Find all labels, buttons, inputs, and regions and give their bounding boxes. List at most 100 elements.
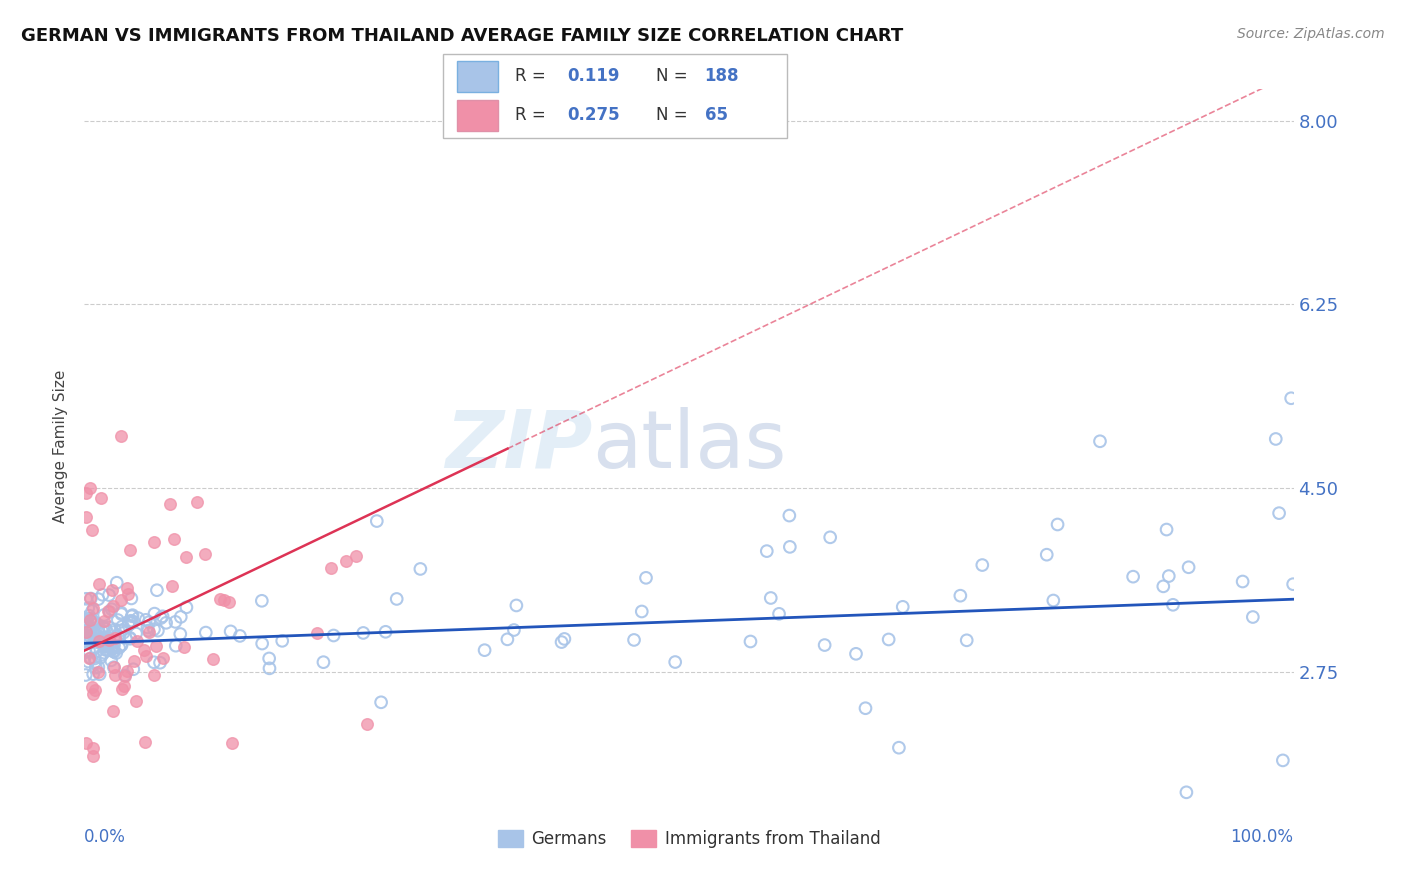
Point <box>887 740 910 755</box>
Point <box>82 688 104 702</box>
Point <box>1232 574 1254 589</box>
Point <box>91 630 114 644</box>
Bar <box>457 62 498 92</box>
Point <box>80 591 103 606</box>
Point <box>1279 391 1302 405</box>
Point <box>120 632 142 646</box>
Point <box>385 591 408 606</box>
Point <box>138 624 160 639</box>
Point <box>110 624 132 638</box>
Text: GERMAN VS IMMIGRANTS FROM THAILAND AVERAGE FAMILY SIZE CORRELATION CHART: GERMAN VS IMMIGRANTS FROM THAILAND AVERA… <box>21 27 903 45</box>
Point <box>768 607 790 621</box>
Point <box>212 593 235 607</box>
Point <box>146 583 169 598</box>
Point <box>370 695 392 709</box>
Point <box>163 533 186 547</box>
Point <box>956 633 979 648</box>
Point <box>91 588 114 602</box>
Point <box>86 635 108 649</box>
Point <box>101 641 124 656</box>
Point <box>77 644 100 658</box>
Point <box>101 583 124 598</box>
Point <box>740 634 762 648</box>
Point <box>165 639 187 653</box>
Point <box>94 637 117 651</box>
Point <box>75 645 97 659</box>
Point <box>409 562 432 576</box>
Point <box>319 561 342 575</box>
Point <box>550 635 572 649</box>
Point <box>90 491 112 505</box>
Point <box>135 648 157 663</box>
Point <box>1122 569 1144 583</box>
Point <box>79 613 101 627</box>
Point <box>103 625 125 640</box>
Point <box>114 631 136 645</box>
Point <box>112 680 135 694</box>
Point <box>75 485 97 500</box>
Point <box>97 604 120 618</box>
Point <box>98 634 121 648</box>
Point <box>352 626 374 640</box>
Point <box>83 651 105 665</box>
Point <box>229 629 252 643</box>
Point <box>97 632 120 647</box>
Point <box>121 608 143 623</box>
Point <box>186 495 208 509</box>
Point <box>93 607 115 622</box>
Point <box>127 611 149 625</box>
Point <box>201 652 224 666</box>
Text: 0.119: 0.119 <box>567 68 620 86</box>
Point <box>1271 753 1294 767</box>
Point <box>86 645 108 659</box>
Point <box>149 656 172 670</box>
Point <box>634 571 657 585</box>
Point <box>121 609 143 624</box>
Point <box>77 619 100 633</box>
Point <box>90 635 112 649</box>
Point <box>117 587 139 601</box>
Point <box>1268 506 1291 520</box>
Point <box>112 625 135 640</box>
Point <box>630 605 652 619</box>
Point <box>366 514 388 528</box>
Point <box>134 643 156 657</box>
Point <box>79 634 101 648</box>
Point <box>194 625 217 640</box>
Point <box>118 615 141 629</box>
Point <box>75 736 97 750</box>
Point <box>89 667 111 681</box>
Point <box>75 633 97 648</box>
Point <box>949 589 972 603</box>
Point <box>114 668 136 682</box>
Point <box>98 620 121 634</box>
Point <box>503 623 526 637</box>
Point <box>194 547 217 561</box>
Point <box>136 624 159 638</box>
Point <box>77 636 100 650</box>
Point <box>505 599 527 613</box>
Point <box>84 633 107 648</box>
Text: 65: 65 <box>704 106 728 124</box>
Point <box>125 633 148 648</box>
Point <box>209 591 232 606</box>
Point <box>755 544 778 558</box>
Point <box>1264 432 1286 446</box>
Point <box>104 631 127 645</box>
Point <box>98 634 121 648</box>
Point <box>110 593 132 607</box>
Point <box>110 428 132 442</box>
Point <box>82 604 104 618</box>
Text: N =: N = <box>657 106 688 124</box>
Point <box>250 594 273 608</box>
Point <box>218 595 240 609</box>
Point <box>152 609 174 624</box>
Y-axis label: Average Family Size: Average Family Size <box>53 369 69 523</box>
Point <box>84 655 107 669</box>
Point <box>87 624 110 638</box>
Point <box>110 607 132 621</box>
Point <box>778 508 800 523</box>
Point <box>1241 610 1264 624</box>
Point <box>90 624 112 638</box>
Point <box>103 660 125 674</box>
